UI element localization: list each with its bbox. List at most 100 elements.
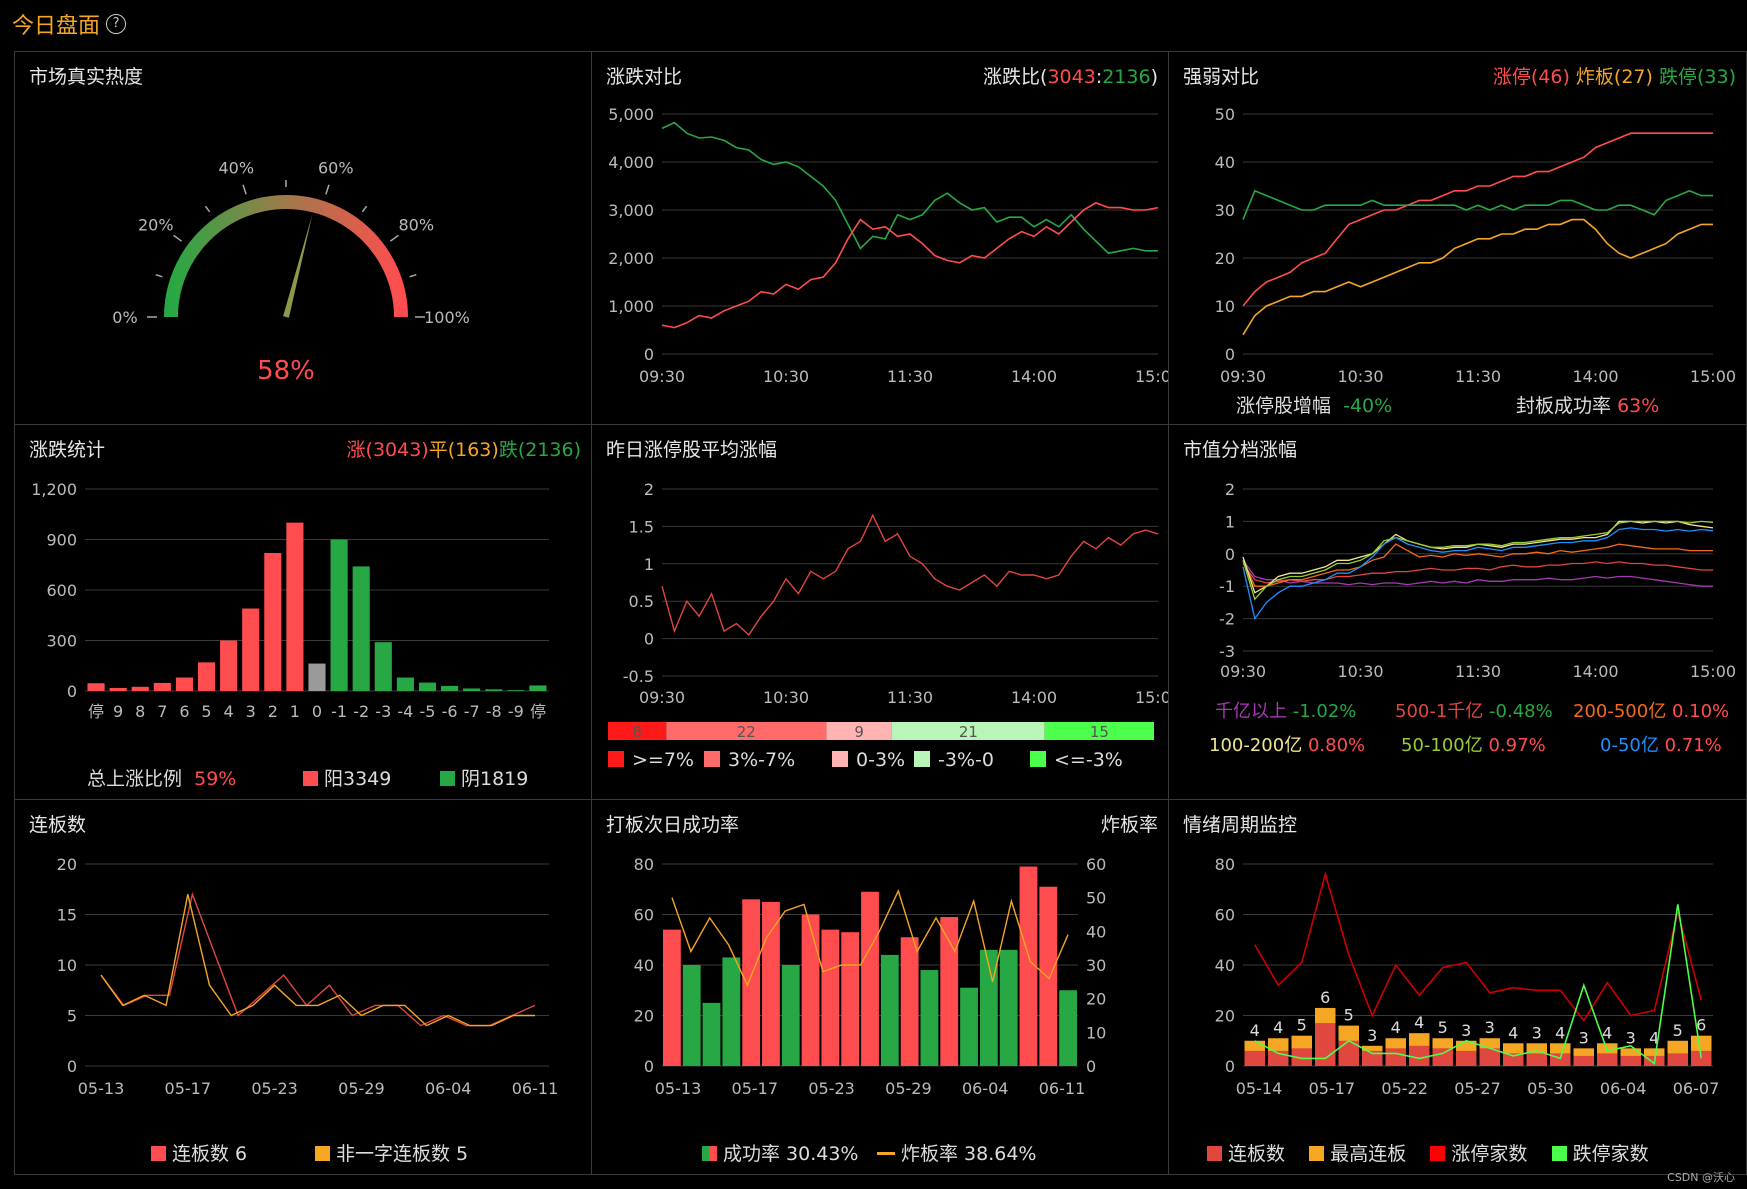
cyc-xtick: 05-14 [1236,1079,1283,1098]
stats-bar [242,608,260,691]
stats-xtick: -1 [331,702,347,721]
stats-bar [330,539,348,691]
stats-xtick: 4 [224,702,234,721]
yest-ytick: 1.5 [629,517,654,536]
yest-xtick: 14:00 [1011,688,1057,707]
adv-ytick: 0 [644,345,654,364]
str-series-1 [1242,218,1713,336]
cycle-legend-0: 连板数 [1207,1143,1285,1165]
heat-panel: 市场真实热度 0% 20% 40% 60% 80% 100% 58% [14,51,592,425]
db-bar [702,1002,721,1066]
mcap-legend-item: 千亿以上 -1.02% [1215,701,1356,722]
stats-bar [507,690,525,691]
stats-xtick: 6 [179,702,189,721]
cyc-ytick: 20 [1215,1007,1235,1026]
stats-bar [153,682,171,691]
mcap-legend-value: 0.10% [1672,701,1729,722]
heat-title: 市场真实热度 [29,66,144,88]
dist-legend-swatch [704,751,720,767]
stats-title: 涨跌统计 [29,439,106,461]
cyc-bar-label: 4 [1649,1028,1659,1047]
lb-ytick: 15 [57,906,77,925]
db-bar [663,929,681,1066]
cyc-bar-label: 5 [1344,1006,1354,1025]
cycle-legend-label-0: 连板数 [1228,1143,1286,1165]
adv-decl-chart: 0 1,000 2,000 3,000 4,000 5,000 09:30 10:30 11:3… [608,105,1168,386]
cycle-legend-3: 跌停家数 [1551,1143,1649,1165]
db-bar [1059,990,1077,1066]
mcap-legend-item: 500-1千亿 -0.48% [1395,701,1553,722]
heat-gauge: 0% 20% 40% 60% 80% 100% 58% [112,159,470,386]
strength-panel: 强弱对比 涨停(46) 炸板(27) 跌停(33) 0 10 20 30 40 50 09:… [1168,51,1747,425]
stats-ytick: 900 [46,531,77,550]
adv-ytick: 5,000 [608,105,654,124]
stats-ytick: 1,200 [31,480,77,499]
stats-bar [286,522,304,691]
mcap-ytick: -1 [1219,577,1235,596]
cyc-bar-label: 3 [1532,1023,1542,1042]
yest-xtick: 10:30 [763,688,809,707]
cyc-zt-line [1254,871,1703,1022]
db-bar [999,949,1018,1066]
mcap-series-5 [1242,527,1714,621]
adv-ytick: 3,000 [608,201,654,220]
yest-xtick: 11:30 [887,688,933,707]
stats-xtick: -7 [464,702,480,721]
mcap-chart: -3 -2 -1 0 1 2 09:30 10:30 11:30 14:00 15:00 千亿以上 -… [1209,480,1736,756]
cycle-swatch-1 [1309,1146,1325,1161]
cycle-swatch-0 [1207,1146,1222,1161]
yest-xtick: 15:00 [1135,688,1169,707]
lianban-chart: 0 5 10 15 20 05-13 05-17 05-23 05-29 06-04 06-11 [57,855,559,1098]
mcap-legend-name: 0-50亿 [1600,735,1665,756]
stats-bar [264,552,282,691]
str-series-2 [1242,189,1713,220]
adv-series-1 [661,201,1159,329]
gauge-tick [173,234,183,242]
cyc-bar-label: 5 [1438,1018,1448,1037]
db-bar [920,970,939,1066]
lb-ytick: 20 [57,855,77,874]
help-icon[interactable]: ? [106,14,127,34]
mcap-legend-value: 0.97% [1488,735,1545,756]
stats-xtick: 停 [530,702,546,721]
stats-bar [441,685,459,691]
cycle-panel: 情绪周期监控 0 20 40 60 80 05-14 05-17 05-22 05-27 05-3… [1168,799,1747,1175]
gauge-tick [242,184,247,195]
db-ytick: 20 [634,1007,654,1026]
yin-label: 阴1819 [461,768,529,790]
cyc-bar-label: 4 [1273,1018,1283,1037]
db-bar [682,965,701,1066]
adv-decl-panel: 涨跌对比 涨跌比(3043:2136) 0 1,000 2,000 3,000 4,00… [591,51,1169,425]
mcap-ytick: 2 [1225,480,1235,499]
cyc-bar-label: 3 [1579,1028,1589,1047]
mcap-ytick: 0 [1225,545,1235,564]
strength-title: 强弱对比 [1183,66,1260,88]
success-swatch [702,1146,717,1161]
mcap-ytick: -3 [1219,642,1235,661]
lb-ytick: 10 [57,956,77,975]
stats-bar [485,689,503,691]
db-bar [742,899,761,1066]
stats-bar [175,677,193,691]
db-ytick-right: 60 [1086,855,1106,874]
credit-watermark: CSDN @沃心 [1667,1171,1735,1184]
stats-bar [529,685,547,691]
dist-bar-segment [891,722,1045,740]
db-bar [940,917,959,1066]
db-xtick: 06-11 [1039,1079,1086,1098]
db-ytick-right: 0 [1086,1057,1096,1076]
gauge-minor-tick [204,205,211,213]
db-bar [1019,866,1038,1066]
lb-xtick: 05-13 [78,1079,125,1098]
db-bar [1039,886,1058,1066]
str-xtick: 09:30 [1220,367,1266,386]
stats-xtick: -3 [375,702,391,721]
dist-legend-label: 3%-7% [728,749,795,771]
dist-legend-swatch [914,751,930,767]
dist-bar-segment [608,722,667,740]
stats-bar [463,688,481,691]
yest-ytick: 1 [644,555,654,574]
stats-xtick: 1 [290,702,300,721]
stats-ytick: 0 [67,682,77,701]
dist-bar-count: 15 [1090,723,1109,741]
